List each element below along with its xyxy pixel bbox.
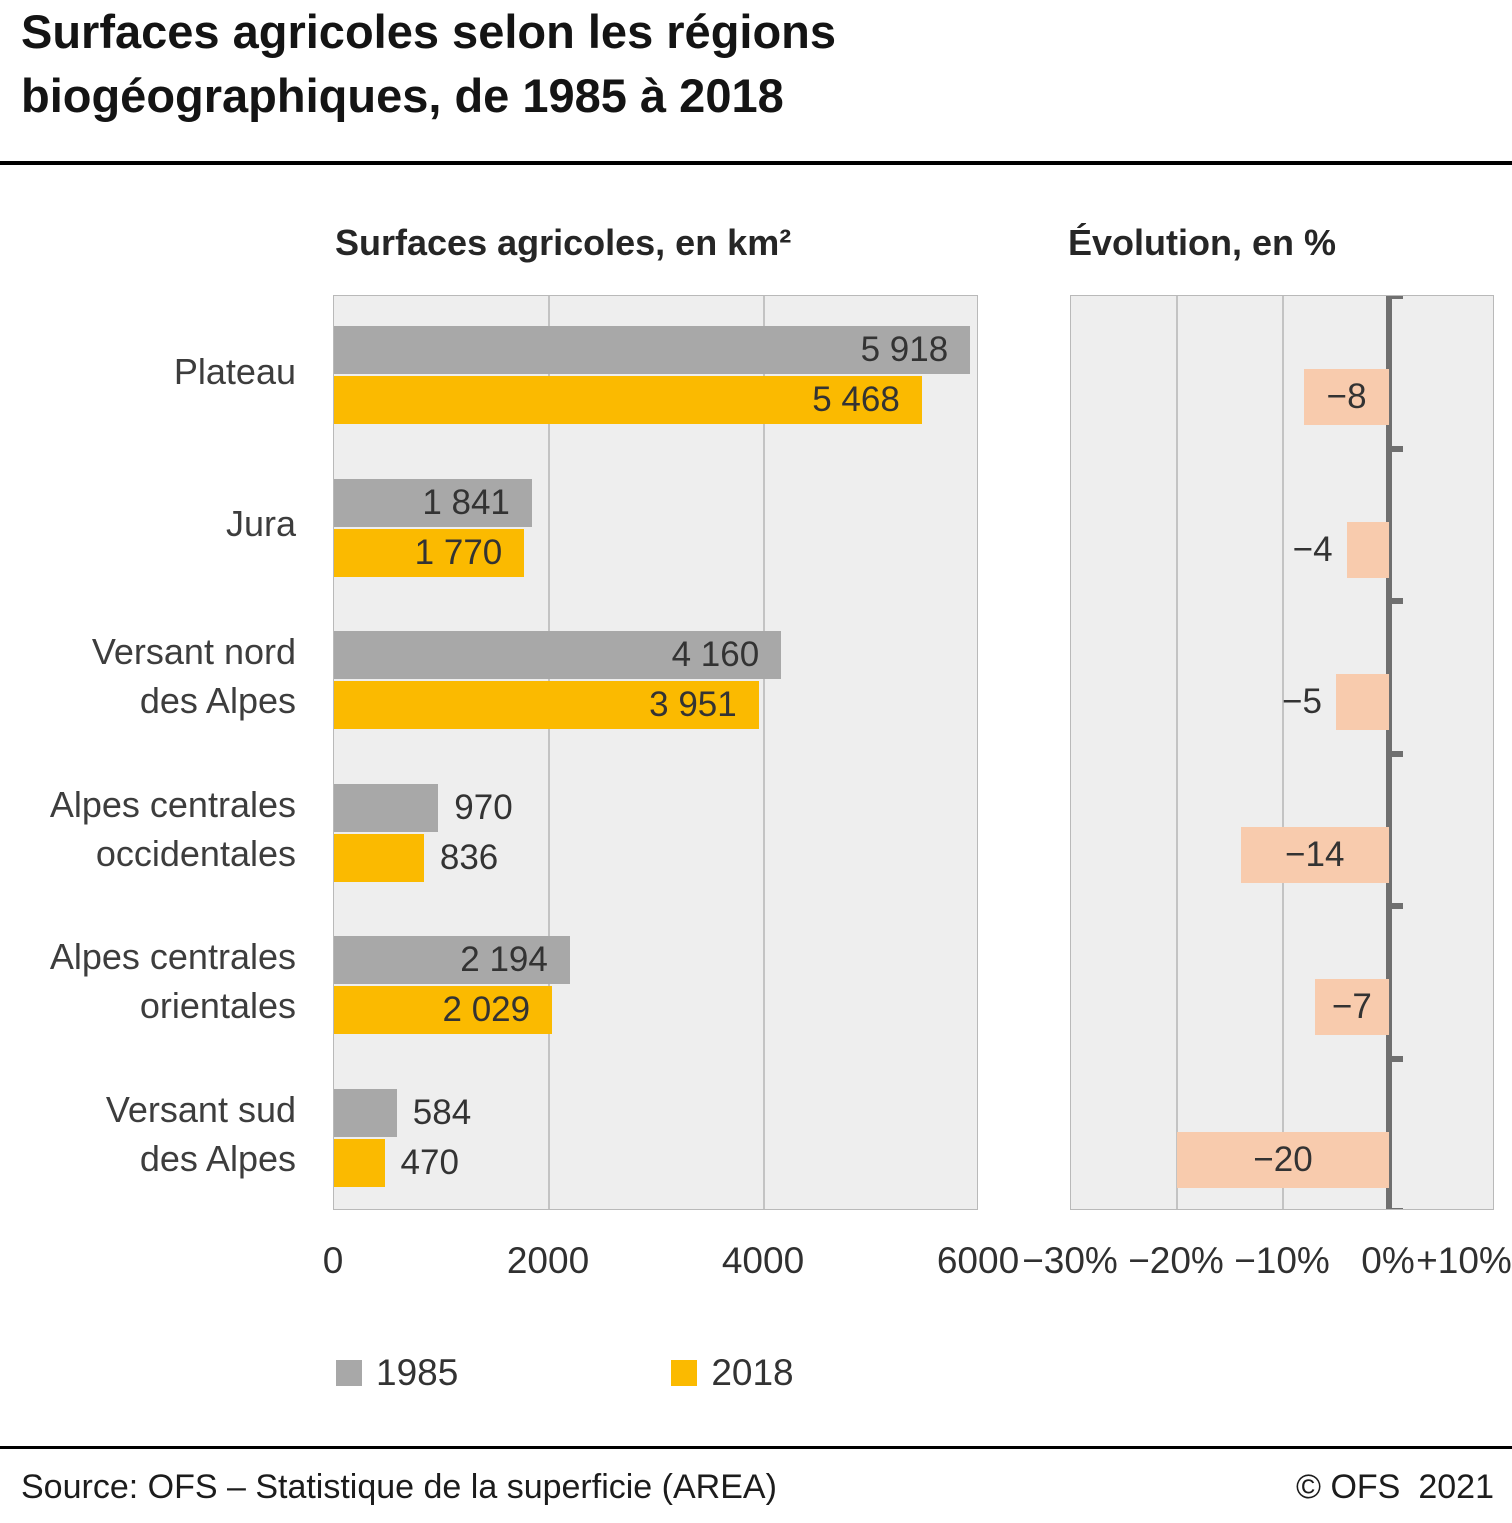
zero-axis-tick bbox=[1392, 750, 1403, 757]
value-label-1985-jura: 1 841 bbox=[422, 482, 510, 522]
category-label-plateau: Plateau bbox=[173, 350, 296, 392]
copyright-note: © OFS 2021 bbox=[1296, 1468, 1494, 1507]
copyright-org: © OFS bbox=[1295, 1468, 1401, 1506]
surface-chart-plot: 5 918 5 468 1 841 1 770 4 160 3 951 970 836 2 19… bbox=[333, 295, 978, 1210]
value-label-1985-alpes-centrales-orientales: 2 194 bbox=[460, 940, 548, 979]
value-label-1985-alpes-centrales-occidentales: 970 bbox=[454, 787, 513, 827]
surface-axis-label-4000: 4000 bbox=[721, 1240, 805, 1281]
right-panel-title: Évolution, en % bbox=[1068, 222, 1337, 263]
evolution-axis-label--10: −10% bbox=[1234, 1240, 1330, 1281]
legend-label-2018: 2018 bbox=[711, 1352, 794, 1393]
value-label-evolution-alpes-centrales-orientales: −7 bbox=[1331, 987, 1372, 1026]
title-divider bbox=[0, 161, 1512, 165]
surface-axis-label-0: 0 bbox=[322, 1240, 344, 1281]
chart-title: Surfaces agricoles selon les régions bio… bbox=[21, 0, 836, 128]
zero-axis-tick bbox=[1392, 598, 1403, 604]
category-label-alpes-centrales-occidentales: Alpes centrales occidentales bbox=[49, 783, 296, 874]
bar-2018-jura bbox=[334, 528, 525, 577]
legend-swatch-1985 bbox=[336, 1360, 362, 1386]
evolution-chart-plot: −8 −4 −5 −14 −7 −20 bbox=[1070, 295, 1494, 1210]
value-label-evolution-plateau: −8 bbox=[1326, 377, 1367, 416]
surface-axis-label-6000: 6000 bbox=[936, 1240, 1020, 1281]
bar-2018-alpes-centrales-orientales bbox=[334, 986, 553, 1034]
category-label-alpes-centrales-orientales: Alpes centrales orientales bbox=[49, 936, 296, 1027]
bar-1985-versant-sud-des-alpes bbox=[334, 1088, 397, 1137]
legend-item-2018: 2018 bbox=[671, 1352, 794, 1394]
value-label-2018-versant-nord-des-alpes: 3 951 bbox=[649, 685, 737, 724]
value-label-evolution-jura: −4 bbox=[1292, 529, 1333, 569]
bar-evolution-alpes-centrales-occidentales bbox=[1240, 826, 1389, 883]
bar-1985-alpes-centrales-occidentales bbox=[334, 783, 439, 832]
bar-1985-alpes-centrales-orientales bbox=[334, 936, 570, 984]
evolution-axis-label--20: −20% bbox=[1128, 1240, 1224, 1281]
legend-label-1985: 1985 bbox=[376, 1352, 459, 1393]
bar-evolution-versant-sud-des-alpes bbox=[1177, 1131, 1389, 1188]
value-label-1985-versant-sud-des-alpes: 584 bbox=[412, 1092, 472, 1132]
value-label-2018-alpes-centrales-occidentales: 836 bbox=[439, 837, 499, 877]
copyright-year: 2021 bbox=[1418, 1468, 1494, 1506]
zero-axis-tick bbox=[1392, 1208, 1403, 1209]
value-label-1985-plateau: 5 918 bbox=[860, 330, 949, 369]
legend-swatch-2018 bbox=[671, 1360, 698, 1386]
value-label-2018-plateau: 5 468 bbox=[812, 380, 900, 419]
chart-title-line1: Surfaces agricoles selon les régions bbox=[21, 5, 837, 58]
bar-2018-alpes-centrales-occidentales bbox=[334, 833, 424, 882]
surface-axis-label-2000: 2000 bbox=[506, 1240, 590, 1281]
zero-axis-tick bbox=[1392, 903, 1403, 909]
bar-2018-plateau bbox=[334, 376, 922, 424]
evolution-axis-label-0: 0% bbox=[1361, 1240, 1415, 1281]
bar-1985-plateau bbox=[334, 326, 971, 374]
value-label-2018-versant-sud-des-alpes: 470 bbox=[400, 1142, 459, 1182]
bar-evolution-alpes-centrales-orientales bbox=[1314, 979, 1389, 1035]
value-label-evolution-versant-nord-des-alpes: −5 bbox=[1282, 682, 1322, 721]
evolution-axis-label-10: +10% bbox=[1416, 1240, 1512, 1281]
category-label-jura: Jura bbox=[225, 503, 296, 545]
value-label-evolution-alpes-centrales-occidentales: −14 bbox=[1285, 834, 1345, 874]
bar-2018-versant-nord-des-alpes bbox=[334, 681, 759, 729]
zero-axis-tick bbox=[1392, 445, 1403, 452]
gridline bbox=[763, 296, 765, 1209]
footer-divider bbox=[0, 1446, 1512, 1449]
category-labels: Plateau Jura Versant nord des Alpes Alpes c… bbox=[0, 295, 296, 1210]
evolution-axis-label--30: −30% bbox=[1022, 1240, 1118, 1281]
left-panel-title: Surfaces agricoles, en km² bbox=[335, 222, 792, 263]
bar-2018-versant-sud-des-alpes bbox=[334, 1138, 385, 1187]
zero-axis-line bbox=[1386, 296, 1392, 1209]
legend: 1985 2018 bbox=[336, 1352, 794, 1394]
category-label-versant-sud-des-alpes: Versant sud des Alpes bbox=[105, 1088, 296, 1179]
value-label-evolution-versant-sud-des-alpes: −20 bbox=[1253, 1139, 1313, 1179]
bar-evolution-versant-nord-des-alpes bbox=[1336, 674, 1389, 730]
gridline bbox=[1282, 296, 1284, 1209]
value-label-2018-alpes-centrales-orientales: 2 029 bbox=[442, 990, 531, 1029]
value-label-1985-versant-nord-des-alpes: 4 160 bbox=[671, 635, 760, 674]
bar-1985-versant-nord-des-alpes bbox=[334, 631, 782, 679]
value-label-2018-jura: 1 770 bbox=[414, 532, 503, 572]
bar-evolution-jura bbox=[1346, 521, 1389, 578]
zero-axis-tick bbox=[1392, 1055, 1403, 1062]
bar-1985-jura bbox=[334, 478, 532, 527]
bar-evolution-plateau bbox=[1304, 369, 1389, 425]
category-label-versant-nord-des-alpes: Versant nord des Alpes bbox=[91, 631, 296, 722]
chart-title-line2: biogéographiques, de 1985 à 2018 bbox=[21, 69, 784, 122]
gridline bbox=[548, 296, 550, 1209]
gridline bbox=[1176, 296, 1178, 1209]
source-note: Source: OFS – Statistique de la superfic… bbox=[21, 1468, 777, 1506]
zero-axis-tick bbox=[1392, 296, 1403, 299]
legend-item-1985: 1985 bbox=[336, 1352, 458, 1394]
